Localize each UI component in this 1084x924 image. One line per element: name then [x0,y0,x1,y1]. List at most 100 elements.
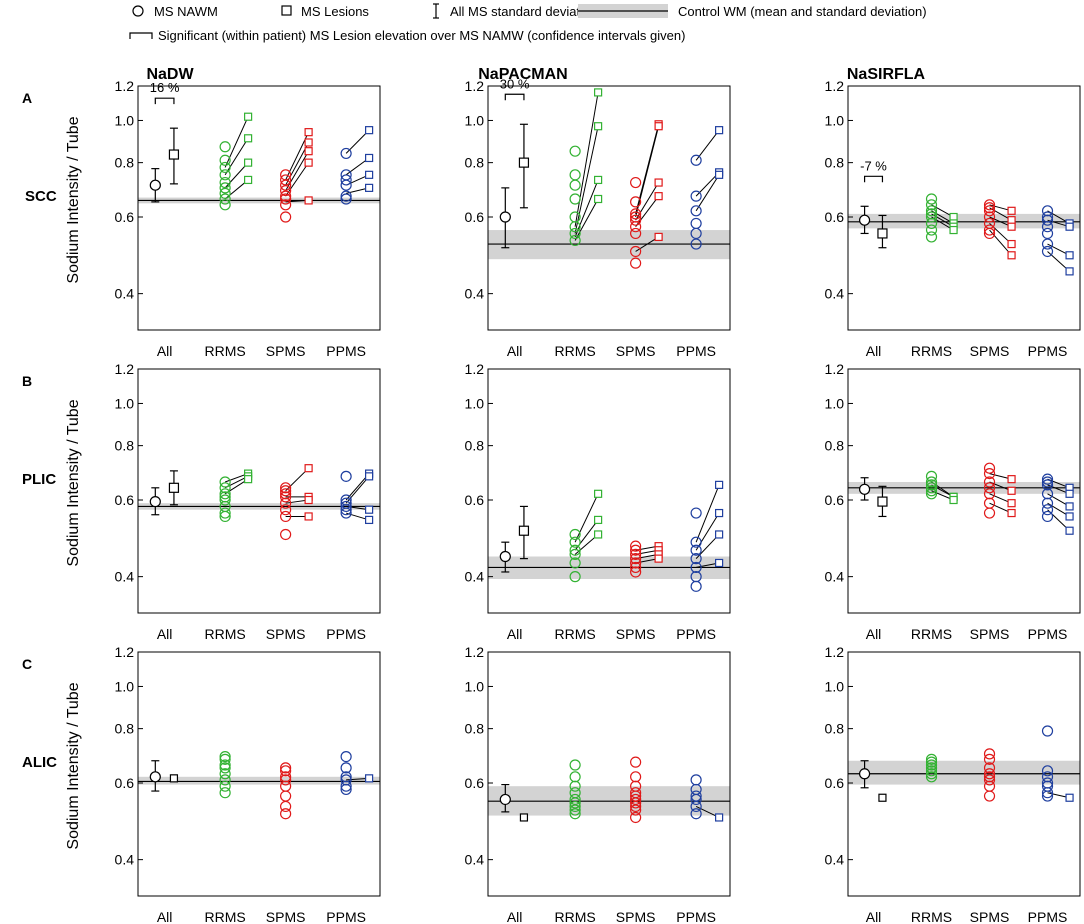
spms-pair-line [635,126,660,218]
ppms-nawm-point [340,762,352,774]
spms-nawm-point [983,771,996,783]
ppms-lesion-point [1065,502,1074,511]
rrms-nawm-point [925,224,938,236]
ppms-nawm-point [340,174,352,186]
spms-nawm-point [983,748,996,760]
axes-frame [847,651,1081,897]
ppms-nawm-point [690,808,702,820]
ppms-nawm-point [690,217,702,230]
x-tick-label: RRMS [911,343,952,359]
ppms-lesion-point [365,515,374,525]
panels: 0.4 0.6 0.8 1.0 1.2 All RRMS SPMS PPMS 16 % 0.4 0.6… [115,76,1081,924]
rrms-nawm-point [219,199,231,211]
rrms-lesion-point [244,134,253,143]
all-nawm-marker [149,179,161,191]
axes-frame [137,651,381,897]
ppms-lesion-point [365,153,374,163]
all-lesion-marker [878,793,887,802]
spms-nawm-point [630,756,642,768]
spms-lesion-point [304,464,313,473]
spms-nawm-point [983,202,996,214]
spms-lesion-point [304,138,313,147]
spms-nawm-point [630,800,642,813]
rrms-nawm-point [925,753,938,765]
y-tick-label: 0.8 [465,438,485,454]
y-tick-label: 0.8 [115,721,135,737]
y-tick-label: 0.6 [115,209,135,225]
spms-nawm-point [280,790,292,802]
rrms-nawm-point [569,548,581,560]
rrms-nawm-point [219,494,231,506]
y-tick-label: 0.6 [825,492,845,508]
rrms-nawm-point [925,765,938,777]
spms-nawm-point [630,196,642,208]
rrms-nawm-point [219,787,231,799]
rrms-nawm-point [219,753,231,765]
rrms-lesion-point [594,122,603,131]
spms-lesion-point [1007,239,1016,249]
spms-nawm-point [280,193,292,205]
legend-significance-label: Significant (within patient) MS Lesion e… [158,28,685,43]
spms-lesion-point [304,147,313,156]
y-tick-label: 0.6 [115,775,135,791]
rrms-nawm-point [925,205,938,217]
rrms-pair-line [574,493,599,543]
ppms-nawm-point [690,800,702,813]
spms-nawm-point [983,227,996,240]
rrms-nawm-point [219,193,231,205]
panel-alic-napacman: 0.4 0.6 0.8 1.0 1.2 All RRMS SPMS PPMS [465,644,731,924]
rrms-pair-line [574,92,599,227]
spms-nawm-point [630,257,642,269]
y-tick-label: 0.4 [465,286,485,302]
ppms-lesion-point [1065,267,1074,276]
ppms-lesion-point [1065,251,1074,260]
x-tick-label: PPMS [1028,909,1068,924]
rrms-nawm-point [569,557,581,569]
spms-lesion-point [304,158,313,167]
legend-lesion-marker [281,5,292,16]
rrms-nawm-point [925,476,938,488]
rrms-nawm-point [569,227,581,240]
x-tick-label: SPMS [616,626,656,642]
rrms-lesion-point [594,489,603,498]
rrms-nawm-point [219,759,231,771]
ppms-nawm-point [1041,497,1054,509]
y-tick-label: 0.4 [825,852,845,868]
spms-nawm-point [983,768,996,780]
spms-nawm-point [630,214,642,226]
row-letter-a: A [22,90,32,106]
all-lesion-marker [168,482,180,493]
rrms-nawm-point [925,479,938,491]
spms-lesion-point [1007,475,1016,484]
y-tick-label: 0.8 [825,155,845,171]
ppms-nawm-point [1041,725,1054,737]
ppms-nawm-point [690,536,702,548]
x-tick-label: All [507,343,523,359]
control-wm-band [848,213,1080,229]
rrms-nawm-point [219,476,231,488]
rrms-nawm-point [219,176,231,189]
significance-bracket [504,93,525,101]
all-lesion-marker [169,774,179,783]
spms-nawm-point [630,566,642,578]
row-region-plic: PLIC [22,471,56,488]
spms-lesion-point [654,232,663,242]
rrms-nawm-point [569,234,581,247]
axes-frame [487,85,731,331]
x-tick-label: SPMS [616,909,656,924]
ppms-nawm-point [690,561,702,574]
rrms-nawm-point [569,793,581,806]
rrms-lesion-point [244,158,253,167]
y-tick-label: 0.4 [465,569,485,585]
spms-nawm-point [280,184,292,197]
row-letter-b: B [22,373,32,389]
column-title-napacman: NaPACMAN [478,66,567,83]
rrms-nawm-point [925,231,938,243]
spms-nawm-point [280,774,292,786]
ppms-nawm-point [1041,227,1054,240]
rrms-pair-line [574,126,599,234]
ppms-nawm-point [1041,510,1054,523]
rrms-nawm-point [219,182,231,194]
y-tick-label: 1.2 [115,644,135,660]
